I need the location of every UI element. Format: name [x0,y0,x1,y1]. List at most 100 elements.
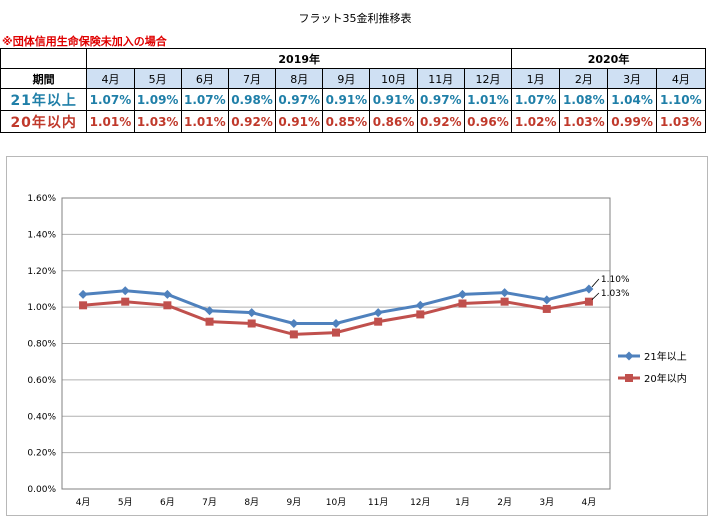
month-header: 5月 [133,68,182,89]
rate-cell: 0.86% [369,110,418,133]
rate-cell: 1.07% [180,88,229,111]
x-tick-label: 12月 [410,497,430,508]
y-tick-label: 1.00% [27,303,56,313]
page-title: フラット35金利推移表 [298,12,412,25]
month-header: 4月 [655,68,707,89]
data-point [205,317,214,326]
legend-entry: 21年以上 [644,350,687,363]
insurance-note: ※団体信用生命保険未加入の場合 [2,35,167,48]
month-header: 10月 [369,68,418,89]
legend-entry: 20年以内 [644,372,687,385]
chart-frame [6,156,708,516]
month-header: 7月 [227,68,277,89]
rate-table: 2019年 2020年 期間 4月 5月 6月 7月 8月 9月 10月 11月 12月 1月 2月 3月 4… [0,48,707,133]
year-header: 2020年 [511,48,706,69]
x-tick-label: 10月 [326,497,346,508]
rate-cell: 0.96% [463,110,513,133]
rate-cell: 1.03% [133,110,182,133]
data-point [542,304,551,313]
x-tick-label: 7月 [202,497,217,508]
data-point [332,328,340,337]
rate-cell: 1.01% [180,110,229,133]
y-tick-label: 1.60% [27,194,56,204]
data-point [120,286,130,296]
data-point [247,319,256,328]
month-header: 12月 [463,68,513,89]
data-point [289,318,299,328]
data-label: 1.10% [601,275,630,285]
rate-cell: 1.03% [559,110,609,133]
legend-marker [624,351,634,361]
month-header: 1月 [511,68,561,89]
rate-cell: 1.02% [511,110,561,133]
rate-cell: 1.04% [607,88,657,111]
corner-cell [0,48,88,69]
month-header-row: 期間 4月 5月 6月 7月 8月 9月 10月 11月 12月 1月 2月 3月 4月 [0,68,707,89]
x-tick-label: 11月 [368,497,388,508]
data-point [416,310,425,319]
rate-cell: 1.01% [86,110,135,133]
data-point [121,297,130,306]
x-tick-label: 3月 [539,497,554,508]
month-header: 6月 [180,68,229,89]
y-tick-label: 0.60% [27,376,56,386]
data-point [373,308,383,318]
data-point [500,288,510,298]
table-row: 20年以内 1.01% 1.03% 1.01% 0.92% 0.91% 0.85% 0.86%… [0,110,707,133]
data-point [163,301,172,310]
rate-cell: 0.91% [369,88,418,111]
leader-line [591,278,600,288]
y-tick-label: 0.00% [27,485,56,495]
rate-cell: 0.98% [227,88,277,111]
x-tick-label: 4月 [582,497,597,508]
rate-cell: 0.91% [275,110,324,133]
data-point [500,297,509,306]
month-header: 11月 [416,68,465,89]
x-tick-label: 6月 [160,497,175,508]
period-label: 期間 [0,68,88,89]
x-tick-label: 4月 [76,497,91,508]
data-point [584,297,593,306]
data-point [458,299,467,308]
data-point [374,317,383,326]
data-point [542,295,552,305]
plot-area [61,197,611,490]
y-tick-label: 0.40% [27,412,56,422]
rate-cell: 0.97% [275,88,324,111]
data-point [205,306,215,316]
data-point [415,300,425,310]
x-tick-label: 1月 [455,497,470,508]
data-point [457,289,467,299]
row-label: 20年以内 [0,110,88,133]
data-point [247,308,257,318]
rate-cell: 1.01% [463,88,513,111]
data-point [79,301,88,310]
row-label: 21年以上 [0,88,88,111]
y-tick-label: 0.80% [27,340,56,350]
rate-cell: 0.92% [227,110,277,133]
data-point [331,318,341,328]
y-tick-label: 1.20% [27,267,56,277]
data-label: 1.03% [601,289,630,299]
data-point [289,330,298,339]
month-header: 4月 [86,68,135,89]
month-header: 8月 [275,68,324,89]
x-tick-label: 8月 [244,497,259,508]
rate-cell: 1.07% [511,88,561,111]
rate-cell: 0.99% [607,110,657,133]
x-tick-label: 2月 [497,497,512,508]
rate-cell: 0.92% [416,110,465,133]
rate-cell: 1.07% [86,88,135,111]
year-header: 2019年 [86,48,513,69]
x-tick-label: 9月 [286,497,301,508]
rate-cell: 0.85% [322,110,371,133]
y-tick-label: 0.20% [27,449,56,459]
data-point [162,289,172,299]
rate-cell: 1.03% [655,110,707,133]
month-header: 2月 [559,68,609,89]
leader-line [591,292,600,300]
data-point [584,284,594,294]
year-header-row: 2019年 2020年 [0,48,706,69]
series-line-0 [82,287,590,325]
